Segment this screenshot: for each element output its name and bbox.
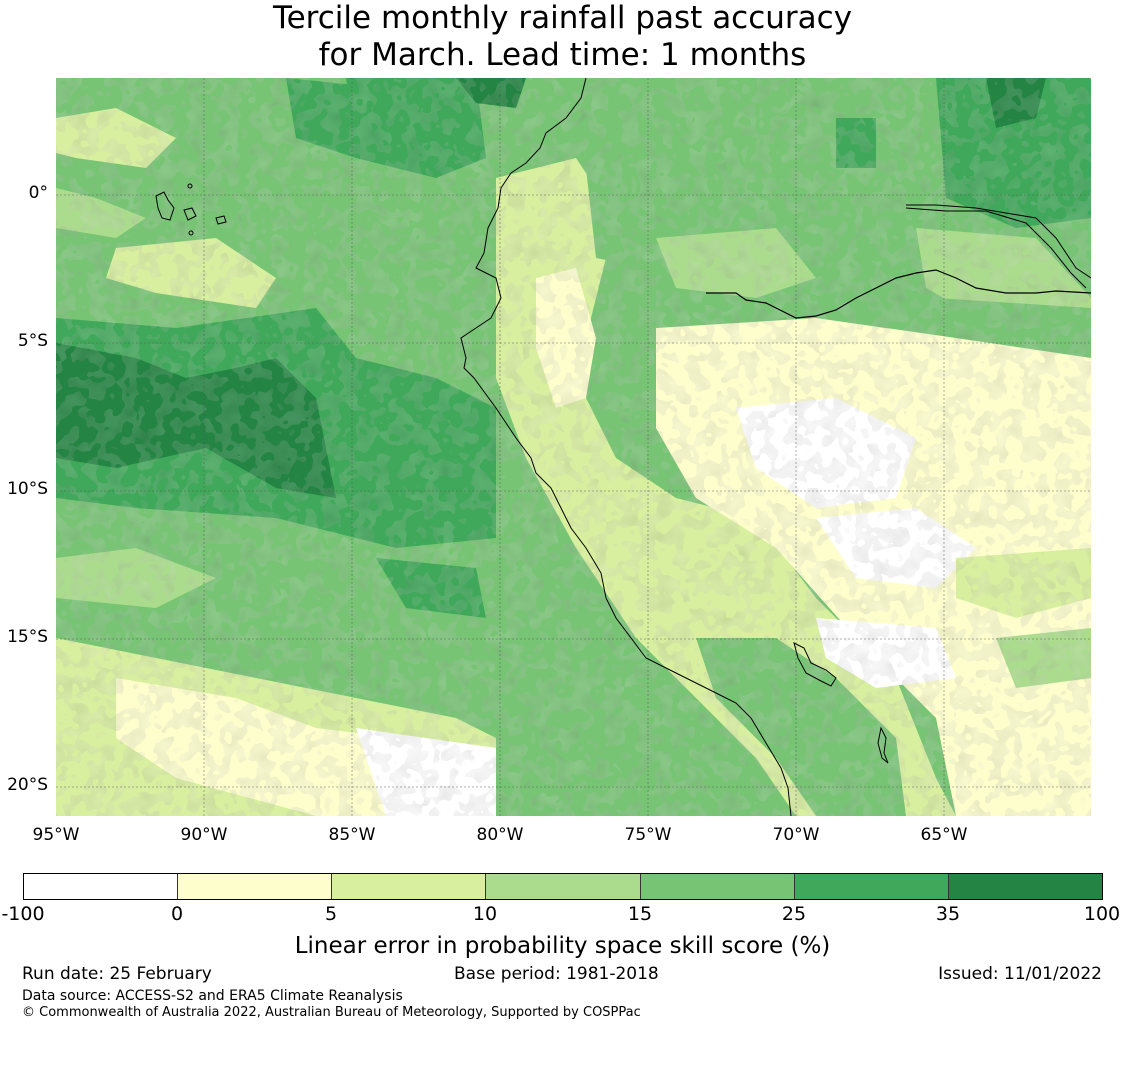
colorbar-segment-5 — [793, 874, 948, 899]
colorbar-segment-2 — [331, 874, 486, 899]
colorbar-tick: 100 — [1083, 903, 1121, 925]
graticule — [56, 78, 1091, 816]
issued-date: Issued: 11/01/2022 — [938, 964, 1102, 984]
lon-label-85w: 85°W — [328, 825, 376, 845]
lake-titicaca — [793, 642, 837, 687]
colorbar-segment-3 — [485, 874, 640, 899]
map-svg — [56, 78, 1091, 816]
lon-label-65w: 65°W — [920, 825, 968, 845]
map-title: Tercile monthly rainfall past accuracy f… — [0, 0, 1125, 74]
base-period: Base period: 1981-2018 — [454, 964, 659, 984]
colorbar-label: Linear error in probability space skill … — [294, 933, 831, 959]
title-line-1: Tercile monthly rainfall past accuracy — [272, 0, 853, 36]
galapagos-islands — [155, 183, 227, 236]
colorbar-tick: 25 — [781, 903, 807, 925]
copyright: © Commonwealth of Australia 2022, Austra… — [22, 1005, 641, 1020]
lon-label-70w: 70°W — [772, 825, 820, 845]
colorbar-tick: 35 — [935, 903, 961, 925]
run-date: Run date: 25 February — [22, 964, 212, 984]
lat-label-0: 0° — [28, 183, 48, 203]
lon-label-95w: 95°W — [32, 825, 80, 845]
colorbar-tick: 15 — [627, 903, 653, 925]
lat-label-15s: 15°S — [7, 627, 48, 647]
colorbar-tick: 5 — [324, 903, 338, 925]
colorbar-segment-1 — [177, 874, 332, 899]
lat-label-20s: 20°S — [7, 775, 48, 795]
skill-score-map — [56, 78, 1091, 816]
colorbar-tick: 0 — [170, 903, 184, 925]
lon-label-90w: 90°W — [180, 825, 228, 845]
colorbar — [23, 873, 1103, 900]
lon-label-75w: 75°W — [624, 825, 672, 845]
coastline — [460, 78, 792, 816]
data-source: Data source: ACCESS-S2 and ERA5 Climate … — [22, 988, 403, 1004]
title-line-2: for March. Lead time: 1 months — [318, 37, 807, 73]
lon-label-80w: 80°W — [476, 825, 524, 845]
lat-label-10s: 10°S — [7, 479, 48, 499]
lat-label-5s: 5°S — [17, 331, 48, 351]
colorbar-segment-4 — [639, 874, 794, 899]
colorbar-segment-6 — [947, 874, 1102, 899]
colorbar-tick: 10 — [472, 903, 498, 925]
river-line — [706, 269, 1091, 319]
colorbar-segment-0 — [24, 874, 178, 899]
colorbar-tick: -100 — [1, 903, 45, 925]
